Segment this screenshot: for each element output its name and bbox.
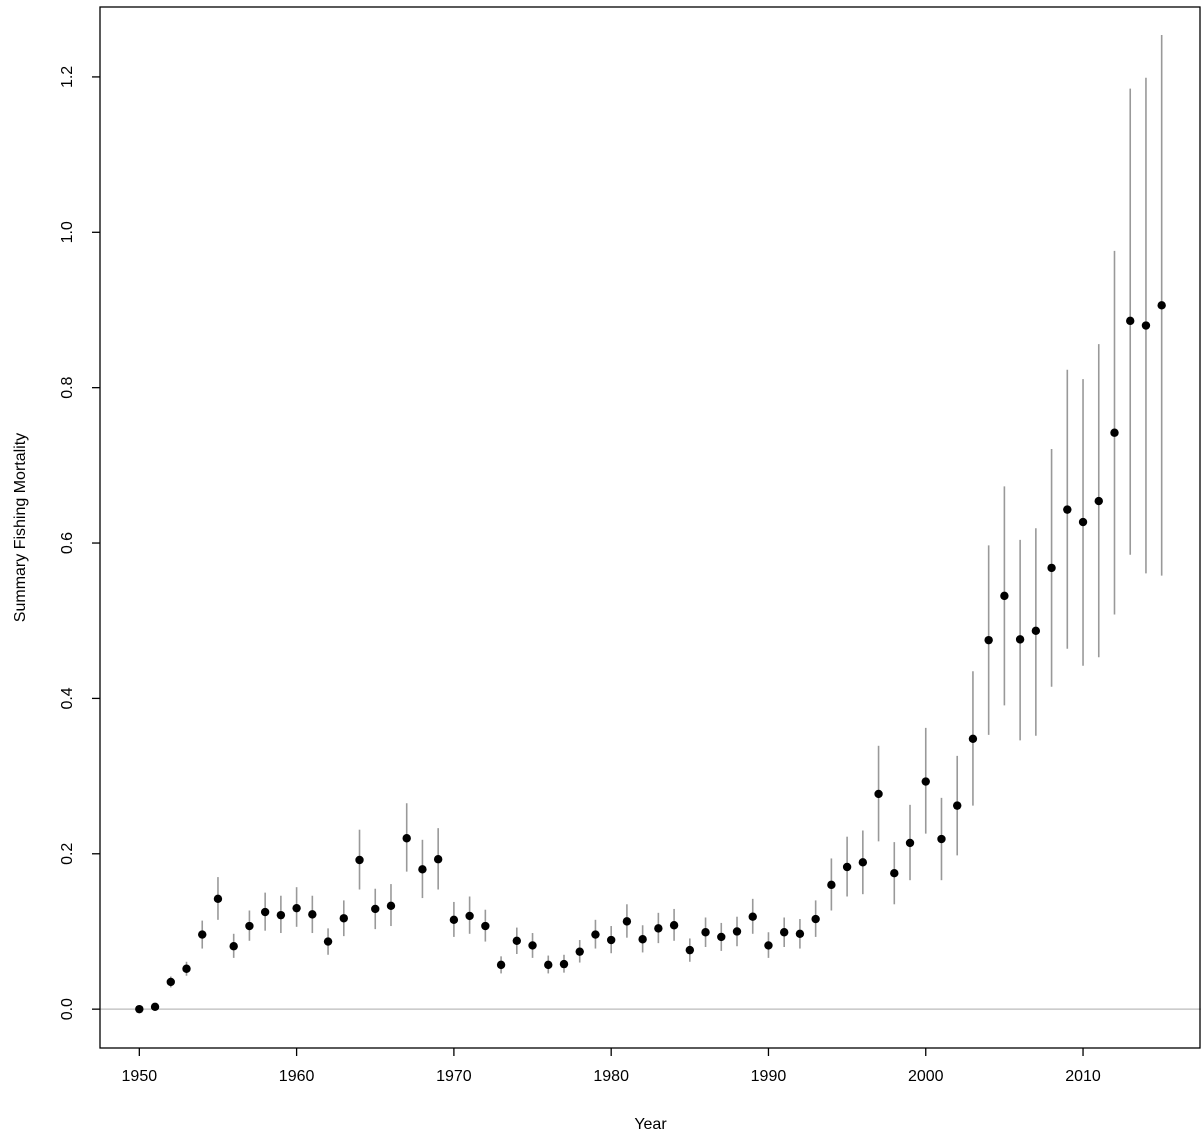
data-point xyxy=(276,910,286,920)
data-point xyxy=(905,838,915,848)
data-point xyxy=(245,921,254,931)
data-point xyxy=(386,901,396,911)
x-tick-label: 1960 xyxy=(279,1068,315,1085)
data-point xyxy=(481,921,490,931)
x-tick-label: 2000 xyxy=(908,1068,944,1085)
x-tick-label: 2010 xyxy=(1065,1068,1101,1085)
data-point xyxy=(921,777,930,786)
data-point xyxy=(638,935,647,944)
data-point xyxy=(685,945,695,955)
data-point xyxy=(1141,321,1151,330)
data-point xyxy=(292,903,301,913)
data-point xyxy=(575,947,584,956)
y-tick-label: 0.4 xyxy=(59,687,76,709)
x-axis-title: Year xyxy=(634,1116,667,1133)
data-point xyxy=(842,862,852,872)
data-point xyxy=(748,912,757,921)
data-point xyxy=(182,964,191,973)
y-tick-label: 0.0 xyxy=(59,998,76,1020)
y-tick-label: 1.0 xyxy=(59,221,76,243)
data-point xyxy=(371,904,380,914)
data-point xyxy=(858,858,868,867)
data-point xyxy=(229,942,238,951)
x-tick-label: 1970 xyxy=(436,1068,472,1085)
x-tick-label: 1990 xyxy=(751,1068,787,1085)
plot-frame xyxy=(99,6,1201,1049)
data-point xyxy=(890,869,899,878)
data-point xyxy=(213,894,223,904)
data-point xyxy=(308,910,317,919)
y-axis: 0.0 0.2 0.4 0.6 0.8 1.0 1.2 xyxy=(59,66,100,1020)
data-point xyxy=(937,834,946,844)
data-point xyxy=(528,941,537,950)
data-point xyxy=(968,734,978,744)
data-point xyxy=(606,935,616,945)
data-point xyxy=(339,914,348,923)
data-point xyxy=(544,960,553,970)
data-point xyxy=(465,911,474,921)
data-point xyxy=(953,801,962,810)
data-point xyxy=(827,880,836,890)
data-point xyxy=(402,834,411,843)
data-point xyxy=(355,855,364,865)
data-point xyxy=(1015,635,1025,644)
data-point xyxy=(1126,316,1135,326)
data-point xyxy=(135,1004,144,1014)
data-points xyxy=(135,301,1166,1014)
data-point xyxy=(717,932,726,942)
data-point xyxy=(984,635,993,645)
y-tick-label: 0.6 xyxy=(59,532,76,554)
y-tick-label: 0.8 xyxy=(59,376,76,398)
data-point xyxy=(1094,496,1103,506)
data-point xyxy=(764,941,773,950)
data-point xyxy=(433,855,443,864)
data-point xyxy=(874,789,883,799)
data-point xyxy=(559,959,569,969)
y-tick-label: 1.2 xyxy=(59,66,76,88)
data-point xyxy=(323,937,333,946)
data-point xyxy=(795,929,805,939)
data-point xyxy=(622,917,632,926)
data-point xyxy=(418,865,427,874)
error-bars xyxy=(138,34,1163,1010)
data-point xyxy=(1031,626,1041,636)
data-point xyxy=(1000,591,1009,601)
data-point xyxy=(1110,428,1119,437)
x-axis: 1950 1960 1970 1980 1990 2000 2010 xyxy=(122,1048,1101,1085)
data-point xyxy=(1047,563,1056,573)
data-point xyxy=(260,907,270,917)
data-point xyxy=(150,1002,160,1012)
data-point xyxy=(496,960,506,970)
data-point xyxy=(166,977,175,987)
data-point xyxy=(669,921,679,930)
x-tick-label: 1950 xyxy=(122,1068,158,1085)
data-point xyxy=(512,936,522,945)
data-point xyxy=(701,928,710,937)
y-axis-title: Summary Fishing Mortality xyxy=(12,433,29,622)
data-point xyxy=(591,930,600,939)
data-point xyxy=(732,927,742,936)
data-point xyxy=(811,914,820,924)
data-point xyxy=(1063,505,1072,514)
data-point xyxy=(449,915,459,925)
data-point xyxy=(779,928,789,937)
data-point xyxy=(1078,517,1088,527)
data-point xyxy=(198,930,207,939)
y-tick-label: 0.2 xyxy=(59,843,76,865)
data-point xyxy=(1157,301,1166,310)
data-point xyxy=(654,924,663,933)
x-tick-label: 1980 xyxy=(593,1068,629,1085)
